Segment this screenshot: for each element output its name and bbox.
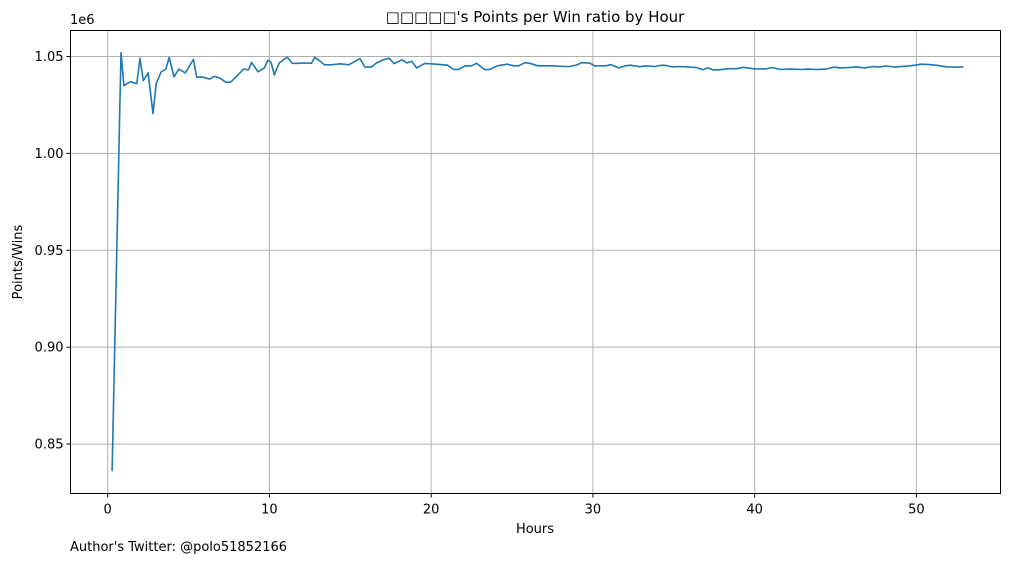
chart-title: □□□□□'s Points per Win ratio by Hour (386, 8, 686, 26)
y-axis-label: Points/Wins (11, 224, 26, 299)
points-per-win-line (111, 51, 964, 472)
x-tick-label: 30 (585, 503, 602, 518)
x-tick-label: 40 (746, 503, 763, 518)
author-credit: Author's Twitter: @polo51852166 (70, 540, 287, 555)
y-axis: 0.85 0.90 0.95 1.00 1.05 (35, 50, 71, 453)
x-tick-label: 20 (423, 503, 440, 518)
y-tick-label: 1.05 (35, 50, 64, 65)
series-layer (111, 51, 964, 472)
x-axis-label: Hours (516, 522, 554, 537)
x-axis: 0 10 20 30 40 50 (104, 493, 925, 518)
y-tick-label: 0.85 (35, 438, 64, 453)
y-tick-label: 1.00 (35, 147, 64, 162)
x-tick-label: 0 (104, 503, 112, 518)
y-offset-label: 1e6 (70, 13, 95, 28)
grid (70, 30, 1001, 494)
y-tick-label: 0.95 (35, 244, 64, 259)
y-tick-label: 0.90 (35, 341, 64, 356)
x-tick-label: 50 (908, 503, 925, 518)
plot-frame (70, 30, 1001, 494)
x-tick-label: 10 (261, 503, 278, 518)
